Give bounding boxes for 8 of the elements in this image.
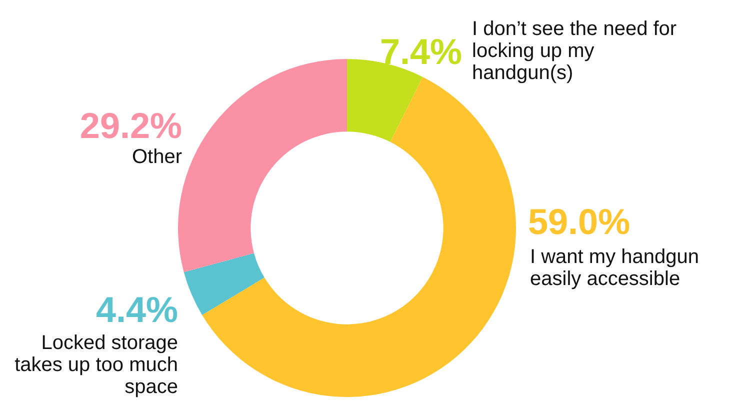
slice-label: Locked storage takes up too much space	[14, 332, 178, 398]
slice-label: I don’t see the need for locking up my handgun(s)	[472, 18, 677, 84]
slice-label: I want my handgun easily accessible	[530, 246, 700, 290]
data-label: 59.0%	[528, 201, 630, 242]
data-label: 7.4%	[380, 31, 462, 72]
data-label: 29.2%	[80, 105, 182, 146]
slice-label: Other	[130, 146, 182, 168]
data-label: 4.4%	[96, 289, 178, 330]
